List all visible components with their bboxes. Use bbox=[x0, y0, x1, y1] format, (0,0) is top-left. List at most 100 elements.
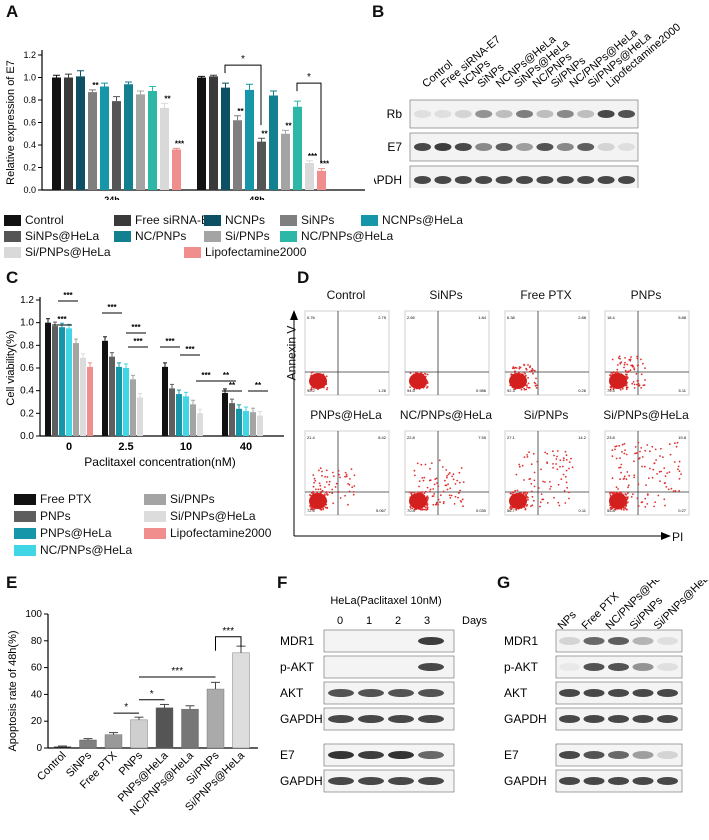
flow-event bbox=[452, 478, 455, 481]
flow-event bbox=[447, 473, 450, 476]
flow-event bbox=[640, 358, 642, 361]
flow-event bbox=[614, 448, 616, 451]
flow-event bbox=[556, 455, 558, 458]
bar bbox=[209, 76, 218, 190]
blot-band bbox=[559, 663, 580, 671]
flow-event bbox=[326, 493, 329, 496]
flow-event bbox=[430, 462, 433, 464]
flow-event bbox=[635, 373, 638, 375]
flow-event bbox=[426, 496, 428, 498]
legend-item: NCNPs bbox=[204, 213, 265, 227]
flow-event bbox=[426, 507, 428, 509]
quadrant-ul: 21.4 bbox=[307, 435, 316, 440]
legend-swatch bbox=[184, 246, 201, 258]
legend-label: NCNPs@HeLa bbox=[382, 213, 463, 227]
pi-axis-label: PI bbox=[672, 530, 684, 544]
legend-label: Lipofectamine2000 bbox=[205, 245, 307, 259]
bracket bbox=[224, 64, 262, 126]
bracket-label: *** bbox=[171, 666, 183, 677]
flow-event bbox=[564, 502, 567, 504]
flow-event bbox=[424, 463, 427, 466]
flow-event bbox=[344, 471, 347, 474]
bar bbox=[221, 87, 230, 190]
flow-event bbox=[630, 496, 633, 498]
flow-event bbox=[653, 505, 655, 508]
flow-event bbox=[645, 484, 647, 486]
flow-event bbox=[619, 388, 622, 391]
bar bbox=[250, 412, 256, 436]
legend-swatch bbox=[14, 544, 36, 556]
significance-mark: *** bbox=[308, 152, 318, 161]
day-label: 3 bbox=[424, 615, 430, 627]
flow-event bbox=[426, 486, 429, 489]
blot-band bbox=[597, 176, 615, 184]
annexin-arrowhead bbox=[290, 310, 298, 320]
flow-event bbox=[332, 471, 334, 474]
flow-event bbox=[644, 506, 647, 508]
flow-event bbox=[568, 467, 570, 470]
flow-event bbox=[424, 372, 426, 375]
flow-event bbox=[609, 492, 611, 495]
legend-label: PNPs@HeLa bbox=[40, 526, 112, 540]
flow-event bbox=[349, 478, 351, 480]
blot-row-label: E7 bbox=[504, 748, 519, 762]
significance-mark: *** bbox=[63, 291, 73, 300]
quadrant-ll: 72.4 bbox=[307, 508, 316, 513]
flow-event bbox=[524, 372, 526, 375]
flow-event bbox=[677, 468, 679, 471]
flow-event bbox=[512, 366, 515, 368]
significance-mark: ** bbox=[261, 129, 268, 138]
flow-event bbox=[527, 364, 529, 366]
bar bbox=[66, 328, 72, 436]
flow-event bbox=[418, 485, 420, 488]
flow-event bbox=[448, 494, 451, 497]
flow-event bbox=[459, 500, 462, 502]
blot-band bbox=[618, 110, 635, 118]
flow-event bbox=[353, 474, 356, 477]
flow-event bbox=[626, 363, 629, 366]
flow-event bbox=[535, 377, 537, 380]
significance-mark: ** bbox=[229, 381, 236, 390]
quadrant-ul: 0.76 bbox=[307, 315, 316, 320]
blot-row-label: GAPDH bbox=[280, 712, 323, 726]
flow-plot: 0.76 2.75 95.2 1.26 bbox=[304, 310, 390, 396]
flow-event bbox=[678, 490, 680, 492]
legend-item: SiNPs@HeLa bbox=[4, 229, 99, 243]
legend-label: Free siRNA-E7 bbox=[135, 213, 216, 227]
flow-event bbox=[615, 486, 618, 489]
flow-event bbox=[325, 481, 328, 483]
significance-mark: ** bbox=[92, 81, 99, 90]
blot-membrane bbox=[323, 629, 455, 653]
quadrant-ll: 95.2 bbox=[307, 388, 316, 393]
significance-mark: *** bbox=[175, 139, 185, 148]
flow-event bbox=[644, 367, 646, 369]
blot-band bbox=[358, 715, 384, 723]
flow-event bbox=[523, 456, 526, 458]
flow-event bbox=[625, 371, 628, 373]
flow-event bbox=[633, 383, 636, 386]
legend-label: Si/PNPs@HeLa bbox=[170, 509, 256, 523]
legend-item: NC/PNPs@HeLa bbox=[14, 543, 132, 557]
flow-event bbox=[562, 457, 565, 460]
bar bbox=[130, 379, 136, 436]
blot-band bbox=[414, 110, 431, 118]
flow-event bbox=[550, 485, 552, 488]
flow-event bbox=[625, 373, 627, 376]
bar bbox=[293, 106, 302, 190]
flow-cluster bbox=[609, 493, 627, 509]
legend-swatch bbox=[144, 493, 166, 505]
flow-event bbox=[673, 461, 676, 463]
flow-event bbox=[626, 386, 629, 389]
flow-event bbox=[523, 479, 525, 481]
flow-event bbox=[326, 506, 329, 509]
flow-event bbox=[528, 478, 531, 480]
quadrant-ul: 22.8 bbox=[407, 435, 416, 440]
flow-event bbox=[426, 503, 429, 505]
flow-event bbox=[617, 364, 619, 366]
blot-band bbox=[454, 110, 472, 118]
significance-mark: ** bbox=[255, 381, 262, 390]
flow-event bbox=[454, 483, 457, 485]
flow-event bbox=[632, 365, 635, 368]
blot-band bbox=[559, 751, 580, 759]
flow-event bbox=[328, 483, 330, 486]
